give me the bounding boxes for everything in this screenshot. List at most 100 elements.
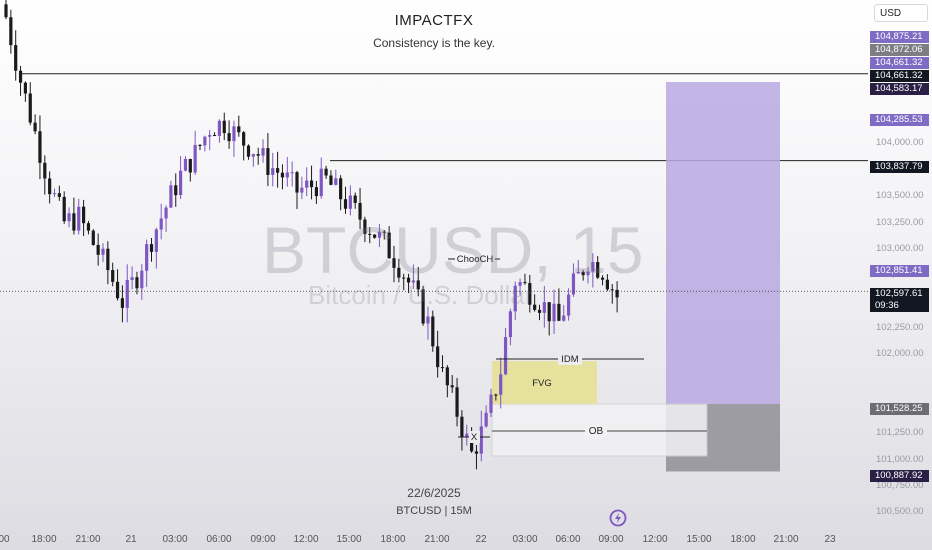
price-badge-label: 104,872.06 (875, 44, 923, 55)
candle-body (115, 281, 120, 299)
time-axis[interactable]: 00 18:00 21:00 21 03:00 06:00 09:00 12:00 15:00 1… (0, 528, 868, 550)
chart-title: IMPACTFX (394, 12, 474, 29)
candle-body (339, 178, 343, 200)
price-badge-label: 100,887.92 (875, 470, 923, 481)
price-tick-label: 104,000.00 (876, 137, 924, 149)
candle-body (479, 426, 483, 454)
candle-body (489, 394, 493, 413)
candle-body (610, 289, 614, 291)
time-tick-label: 15:00 (686, 534, 712, 545)
candle-body (23, 82, 27, 94)
candle-body (43, 162, 47, 179)
time-tick-label: 12:00 (293, 534, 319, 545)
time-tick-label: 18:00 (31, 534, 57, 545)
candle-body (300, 187, 304, 193)
candle-body (38, 131, 42, 163)
time-tick-label: 06:00 (555, 534, 581, 545)
price-tick-label: 100,500.00 (876, 506, 924, 518)
candle-body (33, 122, 37, 132)
candle-body (271, 168, 275, 175)
price-tick-label: 102,250.00 (876, 321, 924, 333)
price-badge: 104,872.06 (870, 44, 929, 56)
time-tick-label: 21:00 (424, 534, 450, 545)
time-tick-label: 23 (824, 534, 836, 545)
price-badge: 104,661.32 (870, 70, 929, 82)
currency-button[interactable]: USD (874, 4, 928, 22)
candle-body (149, 244, 154, 252)
candle-body (169, 185, 173, 208)
candle-body (576, 272, 580, 274)
candle-body (222, 120, 226, 134)
candle-body (600, 277, 605, 280)
fvg-zone (492, 361, 597, 404)
candle-body (183, 159, 188, 171)
time-tick-label: 18:00 (380, 534, 406, 545)
candle-body (348, 195, 352, 209)
candle-body (290, 172, 294, 174)
time-tick-label: 21:00 (773, 534, 799, 545)
candle-body (571, 273, 576, 295)
candle-body (77, 206, 81, 231)
price-badge: 102,851.41 (870, 265, 929, 277)
candle-body (125, 279, 129, 308)
price-badge-label: 102,851.41 (875, 265, 923, 276)
price-tick-label: 103,000.00 (876, 242, 924, 254)
candle-body (203, 136, 207, 146)
price-tick-label: 101,250.00 (876, 427, 924, 439)
time-tick-label: 12:00 (642, 534, 668, 545)
candle-body (18, 70, 23, 83)
candle-body (140, 270, 144, 289)
candle-body (314, 187, 318, 197)
candle-body (305, 180, 309, 188)
price-badge: 104,875.21 (870, 31, 929, 43)
time-tick-label: 22 (475, 534, 487, 545)
candle-body (145, 244, 149, 271)
candle-body (285, 172, 289, 178)
candle-body (266, 148, 270, 175)
candle-body (82, 206, 86, 224)
candle-body (455, 387, 459, 417)
candle-body (445, 367, 449, 386)
candle-body (159, 218, 163, 230)
candle-body (135, 277, 139, 289)
candle-body (242, 132, 246, 146)
candle-body (4, 4, 8, 18)
chooch-label-bg (455, 252, 495, 265)
candle-body (154, 229, 158, 252)
candle-body (392, 258, 396, 268)
candle-body (450, 385, 454, 388)
time-tick-label: 03:00 (162, 534, 188, 545)
candle-body (494, 394, 498, 396)
candle-body (319, 168, 323, 197)
candle-body (508, 311, 512, 338)
candle-body (387, 232, 391, 259)
candle-body (377, 231, 382, 238)
price-badge-label: 102,597.61 (875, 288, 923, 299)
candle-body (542, 302, 546, 313)
watermark-symbol: BTCUSD, 15 (262, 213, 644, 287)
candle-body (334, 178, 338, 185)
candle-body (431, 316, 435, 347)
candle-body (256, 154, 260, 156)
candle-body (86, 223, 91, 231)
candle-body (62, 196, 66, 222)
candle-body (295, 172, 299, 193)
price-badge-label: 104,285.53 (875, 114, 923, 125)
fvg-label: FVG (532, 378, 552, 389)
time-tick-label: 00 (0, 534, 10, 545)
candle-body (440, 367, 445, 369)
price-badge-label: 104,661.32 (875, 57, 923, 68)
candle-body (363, 219, 367, 234)
candle-body (411, 280, 415, 283)
candle-body (353, 195, 357, 203)
candle-body (164, 207, 168, 219)
x-label: X (471, 432, 478, 443)
candle-body (188, 159, 192, 173)
candle-body (91, 230, 95, 245)
candle-body (174, 185, 178, 196)
candle-body (358, 202, 362, 220)
candle-body (518, 282, 522, 286)
candle-body (373, 234, 377, 238)
